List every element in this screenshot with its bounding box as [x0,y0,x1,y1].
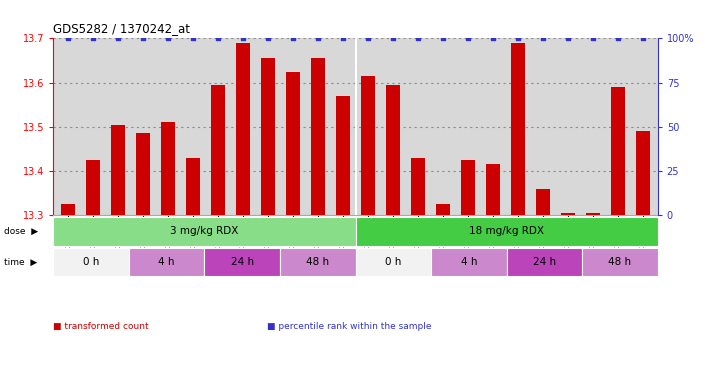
Text: 24 h: 24 h [533,257,556,267]
Bar [561,213,574,215]
Bar [361,76,375,215]
Point [587,35,599,41]
Bar [356,248,431,276]
Point [213,35,224,41]
Bar [280,248,356,276]
Bar [137,133,150,215]
Text: ■ transformed count: ■ transformed count [53,322,149,331]
Point [287,35,299,41]
Text: GDS5282 / 1370242_at: GDS5282 / 1370242_at [53,22,191,35]
Text: 4 h: 4 h [159,257,175,267]
Text: 0 h: 0 h [385,257,402,267]
Bar [336,96,350,215]
Bar [53,248,129,276]
Point [137,35,149,41]
Bar [506,248,582,276]
Bar [287,71,300,215]
Text: time  ▶: time ▶ [4,258,37,266]
Bar [436,204,450,215]
Bar [186,158,200,215]
Bar [261,58,275,215]
Text: 48 h: 48 h [609,257,631,267]
Point [537,35,548,41]
Bar [205,248,280,276]
Text: 48 h: 48 h [306,257,329,267]
Bar [431,248,506,276]
Bar [636,131,650,215]
Point [462,35,474,41]
Text: ■ percentile rank within the sample: ■ percentile rank within the sample [267,322,431,331]
Bar [611,87,624,215]
Point [188,35,199,41]
Point [312,35,324,41]
Bar [61,204,75,215]
Point [63,35,74,41]
Point [487,35,498,41]
Bar [236,43,250,215]
Bar [586,213,599,215]
Point [637,35,648,41]
Point [112,35,124,41]
Bar [511,43,525,215]
Text: 18 mg/kg RDX: 18 mg/kg RDX [469,226,544,237]
Bar [461,160,475,215]
Point [612,35,624,41]
Text: 3 mg/kg RDX: 3 mg/kg RDX [170,226,239,237]
Bar [536,189,550,215]
Point [387,35,399,41]
Bar [486,164,500,215]
Point [437,35,449,41]
Bar [582,248,658,276]
Point [237,35,249,41]
Bar [386,85,400,215]
Bar [87,160,100,215]
Bar [53,217,356,246]
Bar [129,248,205,276]
Bar [161,122,175,215]
Point [363,35,374,41]
Bar [356,217,658,246]
Text: dose  ▶: dose ▶ [4,227,38,236]
Point [262,35,274,41]
Bar [112,124,125,215]
Point [412,35,424,41]
Bar [211,85,225,215]
Text: 24 h: 24 h [230,257,254,267]
Point [87,35,99,41]
Point [562,35,574,41]
Text: 4 h: 4 h [461,257,477,267]
Point [512,35,523,41]
Text: 0 h: 0 h [83,257,100,267]
Point [163,35,174,41]
Point [337,35,348,41]
Bar [411,158,424,215]
Bar [311,58,325,215]
